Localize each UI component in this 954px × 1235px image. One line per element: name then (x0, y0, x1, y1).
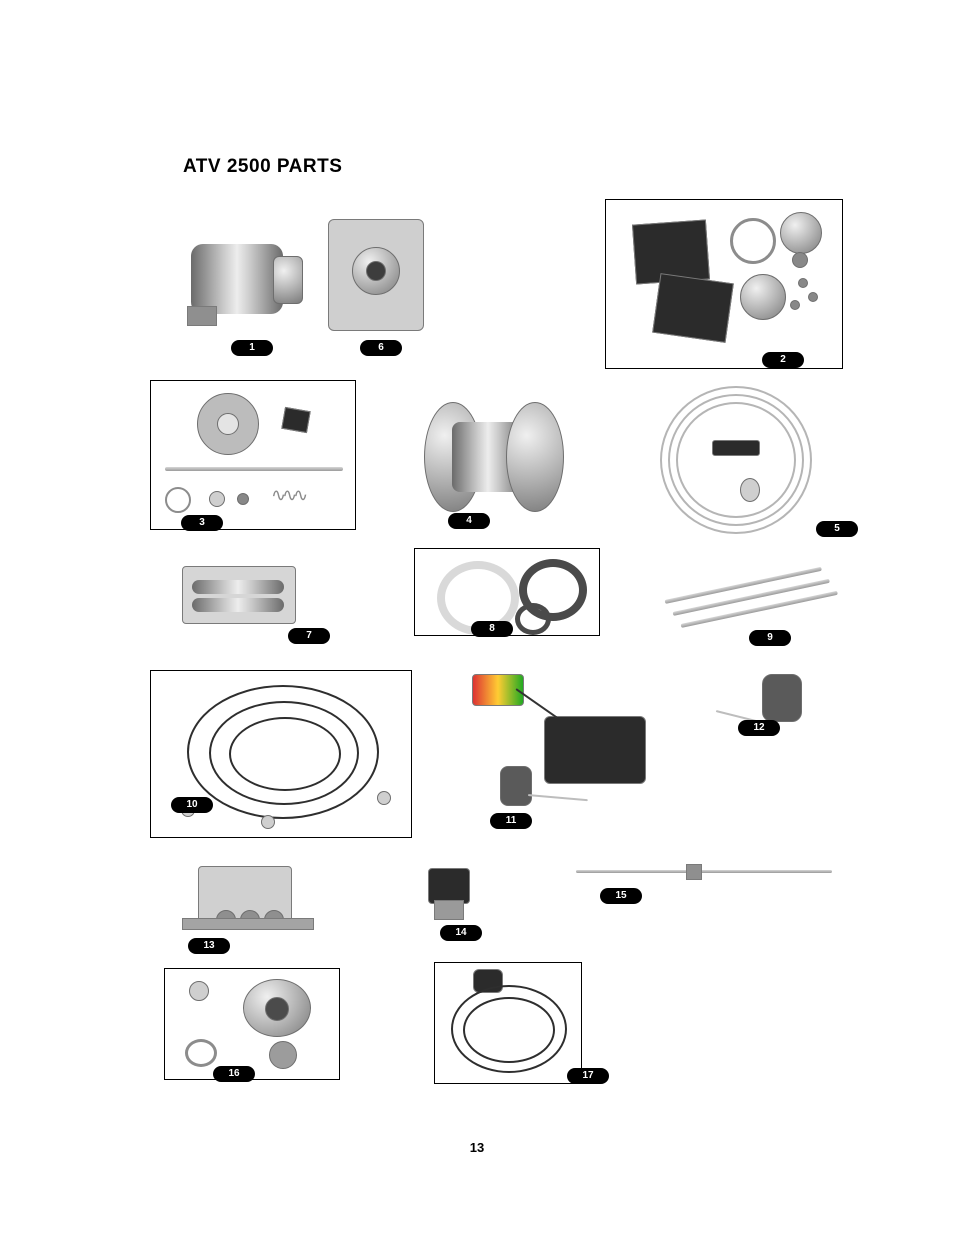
part-3: ∿∿∿ 3 (150, 380, 356, 530)
page-number: 13 (0, 1140, 954, 1155)
part-1: 1 (183, 212, 313, 352)
part-4: 4 (410, 382, 570, 532)
part-8: 8 (414, 548, 600, 636)
part-badge-3: 3 (181, 515, 223, 531)
part-12: 12 (700, 670, 840, 750)
part-13: 13 (174, 860, 324, 960)
part-badge-7: 7 (288, 628, 330, 644)
part-15: 15 (576, 856, 836, 908)
part-14: 14 (410, 860, 490, 940)
part-badge-16: 16 (213, 1066, 255, 1082)
part-badge-4: 4 (448, 513, 490, 529)
part-badge-17: 17 (567, 1068, 609, 1084)
part-badge-11: 11 (490, 813, 532, 829)
page-title: ATV 2500 PARTS (183, 156, 342, 178)
part-17: 17 (434, 962, 582, 1084)
part-badge-13: 13 (188, 938, 230, 954)
part-5: 5 (640, 378, 840, 540)
part-7: 7 (166, 558, 316, 648)
parts-diagram-page: ATV 2500 PARTS 1 6 2 ∿∿∿ 3 (0, 0, 954, 1235)
part-badge-5: 5 (816, 521, 858, 537)
part-2: 2 (605, 199, 843, 369)
part-badge-14: 14 (440, 925, 482, 941)
part-6: 6 (318, 199, 438, 359)
part-9: 9 (655, 558, 845, 648)
part-badge-9: 9 (749, 630, 791, 646)
part-badge-15: 15 (600, 888, 642, 904)
part-10: 10 (150, 670, 412, 838)
part-badge-2: 2 (762, 352, 804, 368)
part-11: 11 (454, 668, 664, 830)
part-badge-1: 1 (231, 340, 273, 356)
part-16: 16 (164, 968, 340, 1080)
part-badge-10: 10 (171, 797, 213, 813)
part-badge-12: 12 (738, 720, 780, 736)
part-badge-8: 8 (471, 621, 513, 637)
part-badge-6: 6 (360, 340, 402, 356)
